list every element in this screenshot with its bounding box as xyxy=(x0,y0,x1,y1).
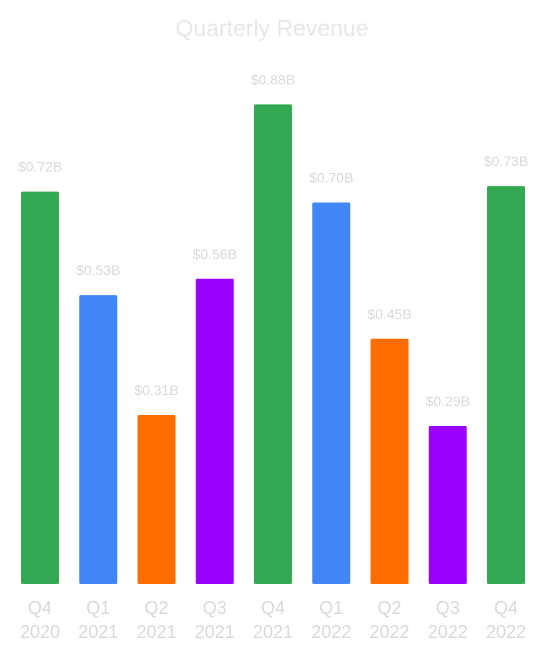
data-label: $0.29B xyxy=(426,393,470,409)
x-tick-label-quarter: Q3 xyxy=(203,598,227,618)
data-label: $0.56B xyxy=(193,246,237,262)
data-label: $0.45B xyxy=(367,306,411,322)
x-tick-label-quarter: Q4 xyxy=(261,598,285,618)
x-tick-label-quarter: Q1 xyxy=(86,598,110,618)
bar-q4-2022 xyxy=(487,186,525,584)
bar-q2-2022 xyxy=(370,338,409,584)
x-tick-label-year: 2021 xyxy=(136,622,176,642)
x-tick-label-year: 2022 xyxy=(428,622,468,642)
x-tick-label-quarter: Q4 xyxy=(494,598,518,618)
x-tick-label-year: 2021 xyxy=(195,622,235,642)
x-tick-label-year: 2021 xyxy=(78,622,118,642)
data-label: $0.73B xyxy=(484,153,528,169)
x-tick-label-quarter: Q2 xyxy=(377,598,401,618)
data-label: $0.88B xyxy=(251,71,295,87)
x-tick-label-quarter: Q2 xyxy=(144,598,168,618)
bar-q4-2021 xyxy=(254,104,292,585)
x-tick-label-quarter: Q3 xyxy=(436,598,460,618)
x-tick-label-year: 2020 xyxy=(20,622,60,642)
data-label: $0.53B xyxy=(76,262,120,278)
bars-layer xyxy=(21,104,525,585)
data-label: $0.31B xyxy=(134,382,178,398)
x-tick-label-year: 2022 xyxy=(311,622,351,642)
data-labels-layer: $0.72B $0.53B $0.31B $0.56B $0.88B $0.70B $0.4… xyxy=(18,71,528,409)
bar-q4-2020 xyxy=(21,191,59,584)
bar-q1-2022 xyxy=(312,202,351,584)
x-tick-label-year: 2022 xyxy=(369,622,409,642)
bar-q3-2022 xyxy=(428,425,467,584)
x-axis-labels: Q4 2020 Q1 2021 Q2 2021 Q3 2021 Q4 2021 Q1 2022 Q2 20… xyxy=(20,598,526,642)
x-tick-label-quarter: Q1 xyxy=(319,598,343,618)
bar-q1-2021 xyxy=(79,295,118,584)
x-tick-label-year: 2022 xyxy=(486,622,526,642)
data-label: $0.70B xyxy=(309,170,353,186)
x-tick-label-quarter: Q4 xyxy=(28,598,52,618)
bar-q3-2021 xyxy=(195,278,234,584)
data-label: $0.72B xyxy=(18,159,62,175)
bar-q2-2021 xyxy=(137,415,176,584)
chart-title: Quarterly Revenue xyxy=(175,15,368,41)
x-tick-label-year: 2021 xyxy=(253,622,293,642)
